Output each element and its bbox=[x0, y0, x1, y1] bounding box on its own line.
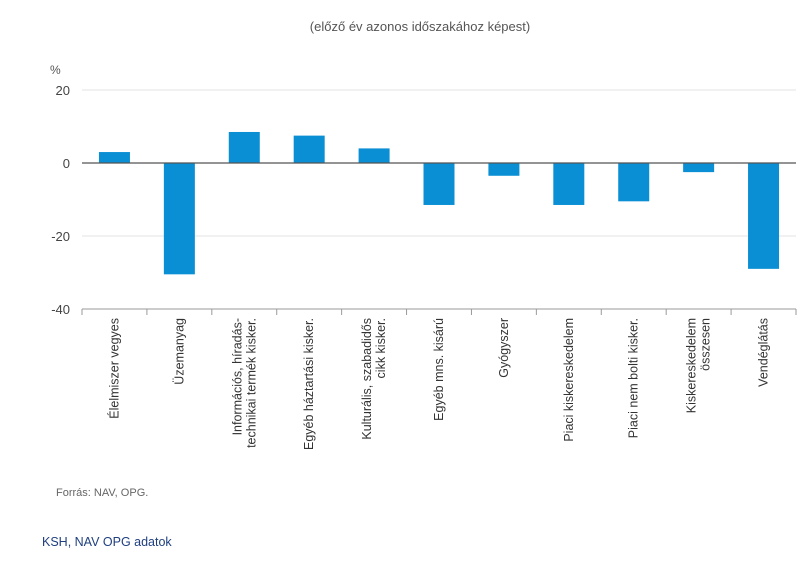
axes bbox=[81, 162, 797, 315]
x-tick-label-line: Kulturális, szabadidős bbox=[360, 318, 374, 440]
y-tick-label: -20 bbox=[51, 229, 70, 244]
bar bbox=[553, 163, 585, 205]
x-tick-label-line: Piaci kiskereskedelem bbox=[562, 318, 576, 442]
x-tick-label: Egyéb mns. kisárú bbox=[432, 318, 446, 421]
x-tick-label: Élelmiszer vegyes bbox=[106, 318, 121, 419]
x-tick-label: Vendéglátás bbox=[757, 318, 771, 387]
x-tick-label-line: Egyéb mns. kisárú bbox=[432, 318, 446, 421]
bar bbox=[293, 135, 325, 163]
x-tick-label-line: cikk kisker. bbox=[374, 318, 388, 378]
x-tick-label: Piaci kiskereskedelem bbox=[562, 318, 576, 442]
x-tick-label-line: Egyéb háztartási kisker. bbox=[302, 318, 316, 450]
x-tick-label-line: technikai termék kisker. bbox=[244, 318, 258, 448]
x-tick-label: Egyéb háztartási kisker. bbox=[302, 318, 316, 450]
y-tick-label: 0 bbox=[63, 156, 70, 171]
bar-chart: (előző év azonos időszakához képest) % 2… bbox=[50, 19, 797, 499]
bar bbox=[228, 131, 260, 163]
bars bbox=[98, 131, 780, 275]
x-tick-label: Információs, híradás-technikai termék ki… bbox=[230, 318, 258, 448]
bar bbox=[98, 152, 130, 163]
bar bbox=[423, 163, 455, 205]
y-tick-label: 20 bbox=[56, 83, 70, 98]
bar bbox=[618, 163, 650, 202]
bar bbox=[683, 163, 715, 173]
x-tick-label: Piaci nem bolti kisker. bbox=[627, 318, 641, 438]
x-tick-label-line: Piaci nem bolti kisker. bbox=[627, 318, 641, 438]
x-tick-label: Kulturális, szabadidőscikk kisker. bbox=[360, 318, 388, 440]
chart-subtitle: (előző év azonos időszakához képest) bbox=[310, 19, 530, 34]
bar bbox=[163, 163, 195, 275]
bar bbox=[748, 163, 780, 269]
bar bbox=[358, 148, 390, 163]
x-tick-labels: Élelmiszer vegyes Üzemanyag Információs, h… bbox=[106, 318, 770, 450]
x-tick-label-line: Kiskereskedelem bbox=[685, 318, 699, 413]
y-axis-unit: % bbox=[50, 63, 61, 77]
x-tick-label: Kiskereskedelemösszesen bbox=[685, 318, 713, 413]
x-tick-label: Üzemanyag bbox=[172, 318, 186, 385]
footer-caption: KSH, NAV OPG adatok bbox=[42, 535, 172, 549]
x-tick-label-line: Vendéglátás bbox=[757, 318, 771, 387]
x-tick-label-line: Üzemanyag bbox=[172, 318, 186, 385]
chart-source: Forrás: NAV, OPG. bbox=[56, 487, 148, 499]
y-tick-labels: 20 0 -20 -40 bbox=[51, 83, 70, 317]
x-tick-label-line: Élelmiszer vegyes bbox=[106, 318, 121, 419]
x-tick-label-line: összesen bbox=[699, 318, 713, 371]
x-tick-label: Gyógyszer bbox=[497, 318, 511, 378]
x-tick-label-line: Gyógyszer bbox=[497, 318, 511, 378]
bar bbox=[488, 163, 520, 176]
y-tick-label: -40 bbox=[51, 302, 70, 317]
x-tick-label-line: Információs, híradás- bbox=[230, 318, 244, 435]
